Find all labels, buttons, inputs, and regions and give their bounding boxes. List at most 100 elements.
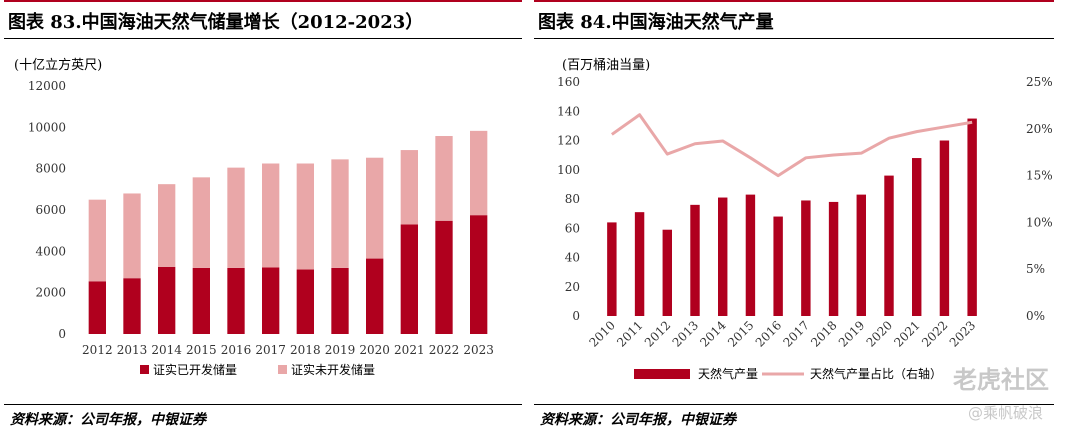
x-tick-label: 2015 [725, 318, 756, 349]
bar-developed-reserves [470, 215, 488, 334]
right-chart: 0 20 40 60 80 100 120 140 160 0% 5% 10% 15% 20% 25% 201… [557, 75, 1053, 381]
bar-gas-production [967, 118, 977, 316]
bar-developed-reserves [88, 281, 106, 334]
x-tick-label: 2019 [836, 318, 867, 349]
y-tick-label: 4000 [35, 244, 66, 258]
bar-undeveloped-reserves [400, 150, 418, 225]
left-chart-title: 图表 83.中国海油天然气储量增长（2012-2023） [8, 12, 424, 33]
legend-label: 证实已开发储量 [153, 362, 237, 377]
left-title-rule [4, 38, 522, 39]
bar-developed-reserves [262, 267, 280, 334]
bar-gas-production [828, 201, 839, 316]
y-tick-label: 2000 [35, 286, 66, 300]
right-title-rule [534, 38, 1054, 39]
bar-gas-production [856, 194, 866, 316]
bar-undeveloped-reserves [123, 193, 141, 279]
y-tick-label: 60 [565, 221, 580, 235]
y-tick-label: 20 [565, 280, 580, 294]
x-tick-label: 2013 [117, 343, 148, 357]
bar-undeveloped-reserves [192, 177, 210, 268]
legend-swatch [634, 369, 690, 379]
x-tick-label: 2021 [891, 318, 922, 349]
y-tick-label: 12000 [28, 79, 66, 93]
top-rule-left [4, 0, 522, 2]
x-tick-label: 2010 [586, 318, 617, 349]
y-tick-label: 8000 [35, 162, 66, 176]
x-tick-label: 2021 [394, 343, 425, 357]
right-chart-title: 图表 84.中国海油天然气产量 [538, 12, 774, 33]
bar-developed-reserves [400, 224, 418, 334]
y-tick-label: 80 [565, 192, 580, 206]
y-tick-label: 140 [557, 104, 580, 118]
x-tick-label: 2017 [780, 318, 811, 349]
y-tick-label: 160 [557, 75, 580, 89]
bar-undeveloped-reserves [366, 157, 384, 259]
bar-gas-production [939, 140, 950, 316]
x-tick-label: 2015 [186, 343, 217, 357]
y-tick-label: 100 [557, 163, 580, 177]
y2-tick-label: 20% [1026, 122, 1053, 136]
bar-gas-production [607, 222, 617, 316]
right-source: 资料来源：公司年报，中银证券 [540, 412, 736, 428]
bar-gas-production [745, 194, 756, 316]
y-tick-label: 10000 [28, 120, 66, 134]
bar-undeveloped-reserves [331, 159, 349, 268]
x-tick-label: 2019 [325, 343, 356, 357]
y-tick-label: 0 [58, 327, 66, 341]
bar-gas-production [801, 200, 811, 316]
bar-developed-reserves [123, 278, 141, 334]
bar-undeveloped-reserves [227, 167, 245, 268]
bar-undeveloped-reserves [435, 136, 453, 221]
bar-developed-reserves [366, 258, 384, 334]
bar-undeveloped-reserves [88, 199, 106, 282]
bar-gas-production [773, 216, 783, 316]
y2-tick-label: 0% [1026, 309, 1045, 323]
legend-label: 天然气产量占比（右轴） [810, 366, 942, 381]
bar-gas-production [634, 212, 645, 316]
bar-undeveloped-reserves [262, 163, 280, 268]
bar-developed-reserves [435, 220, 453, 334]
left-chart: 0 2000 4000 6000 8000 10000 12000 2012 2013 2014 2… [28, 79, 494, 377]
bar-developed-reserves [296, 269, 314, 334]
bar-gas-production [912, 158, 922, 316]
left-unit-label: (十亿立方英尺) [14, 58, 103, 73]
y2-tick-label: 5% [1026, 262, 1045, 276]
y-tick-label: 120 [557, 134, 580, 148]
y-tick-label: 6000 [35, 203, 66, 217]
bar-undeveloped-reserves [470, 130, 488, 216]
bar-undeveloped-reserves [296, 163, 314, 270]
x-tick-label: 2023 [463, 343, 494, 357]
x-tick-label: 2023 [947, 318, 978, 349]
right-unit-label: (百万桶油当量) [562, 58, 651, 73]
bar-gas-production [690, 204, 700, 316]
legend-swatch [140, 365, 149, 374]
x-tick-label: 2020 [359, 343, 390, 357]
x-tick-label: 2011 [614, 318, 645, 349]
x-tick-label: 2018 [808, 318, 839, 349]
x-tick-label: 2022 [429, 343, 460, 357]
x-tick-label: 2017 [255, 343, 286, 357]
x-tick-label: 2022 [919, 318, 950, 349]
y-tick-label: 40 [565, 251, 580, 265]
y2-tick-label: 25% [1026, 75, 1053, 89]
bar-undeveloped-reserves [158, 184, 176, 267]
watermark-community: 老虎社区 [953, 366, 1049, 394]
bar-gas-production [718, 197, 728, 316]
bar-developed-reserves [158, 266, 176, 334]
x-tick-label: 2016 [753, 318, 784, 349]
watermark-handle: @乘帆破浪 [968, 404, 1044, 422]
x-tick-label: 2020 [864, 318, 895, 349]
x-tick-label: 2013 [670, 318, 701, 349]
y2-tick-label: 15% [1026, 169, 1053, 183]
x-tick-label: 2014 [151, 343, 182, 357]
x-tick-label: 2018 [290, 343, 321, 357]
legend-swatch [278, 365, 287, 374]
left-source-rule [4, 404, 522, 405]
bar-developed-reserves [192, 267, 210, 334]
y-tick-label: 0 [572, 309, 580, 323]
legend-label: 天然气产量 [698, 366, 758, 381]
x-tick-label: 2014 [697, 318, 729, 350]
bar-developed-reserves [331, 267, 349, 334]
x-tick-label: 2012 [82, 343, 113, 357]
bar-developed-reserves [227, 267, 245, 334]
